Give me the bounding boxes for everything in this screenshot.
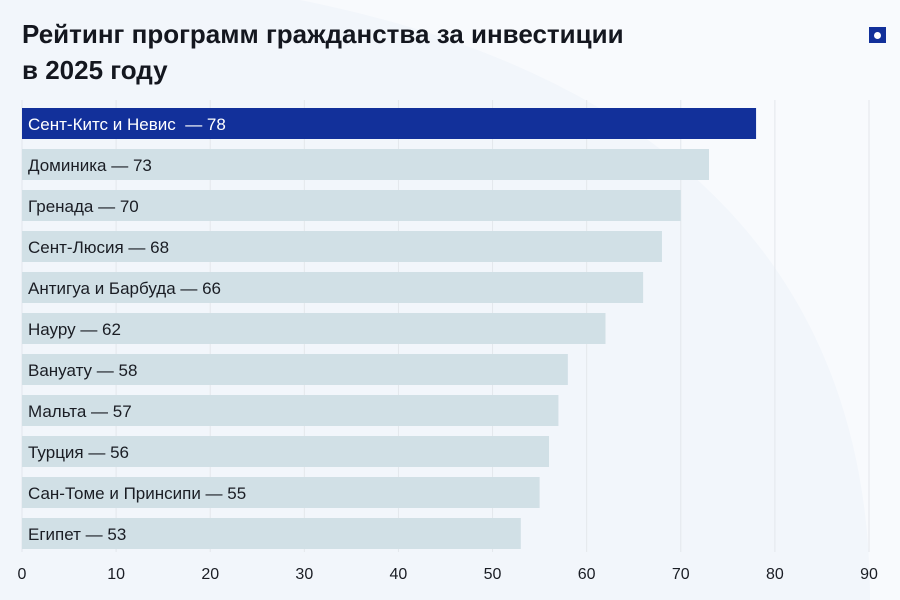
x-tick-label: 90 — [860, 566, 878, 583]
x-tick-label: 70 — [672, 566, 690, 583]
background-shape — [300, 0, 900, 600]
bar — [22, 477, 540, 508]
bar-label: Сент-Люсия — 68 — [28, 238, 169, 257]
bar — [22, 313, 606, 344]
bar — [22, 190, 681, 221]
bar-label: Сан-Томе и Принсипи — 55 — [28, 484, 246, 503]
title-line-1: Рейтинг программ гражданства за инвестиц… — [22, 19, 624, 49]
bar-label: Науру — 62 — [28, 320, 121, 339]
title-line-2: в 2025 году — [22, 55, 168, 85]
bar — [22, 395, 559, 426]
bar-label: Гренада — 70 — [28, 197, 139, 216]
bar-label: Антигуа и Барбуда — 66 — [28, 279, 221, 298]
x-tick-label: 60 — [578, 566, 596, 583]
x-tick-label: 20 — [201, 566, 219, 583]
brand-logo-icon — [869, 27, 886, 43]
x-tick-label: 10 — [107, 566, 125, 583]
x-tick-label: 0 — [18, 566, 27, 583]
bar — [22, 436, 550, 467]
bar — [22, 354, 568, 385]
bar — [22, 231, 662, 262]
bar-label: Египет — 53 — [28, 525, 126, 544]
x-tick-label: 50 — [484, 566, 502, 583]
bar-label: Турция — 56 — [28, 443, 129, 462]
bar-label: Вануату — 58 — [28, 361, 137, 380]
bar — [22, 518, 521, 549]
bar-label: Сент-Китс и Невис — 78 — [28, 115, 226, 134]
bar — [22, 272, 644, 303]
bar — [22, 108, 757, 139]
bar-label: Мальта — 57 — [28, 402, 132, 421]
bar-label: Доминика — 73 — [28, 156, 152, 175]
x-tick-label: 30 — [295, 566, 313, 583]
x-tick-label: 40 — [390, 566, 408, 583]
bar — [22, 149, 710, 180]
x-tick-label: 80 — [766, 566, 784, 583]
page-title: Рейтинг программ гражданства за инвестиц… — [22, 16, 624, 88]
